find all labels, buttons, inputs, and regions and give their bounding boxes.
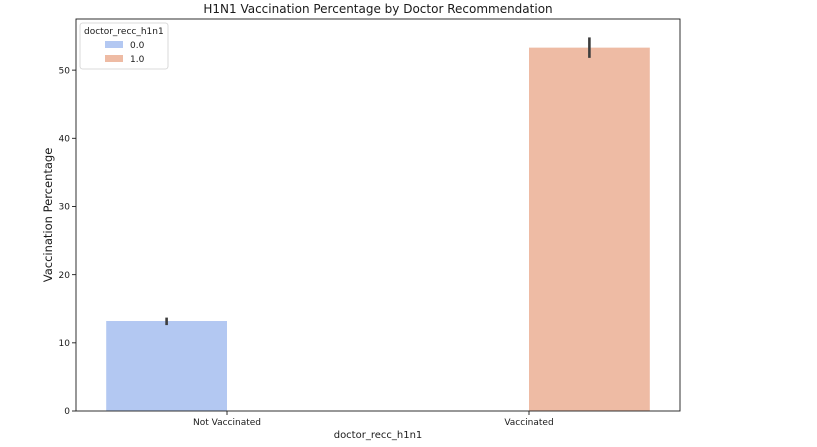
y-axis-label: Vaccination Percentage (41, 148, 55, 283)
bar-not-vaccinated (106, 321, 227, 411)
axes-frame (75, 18, 681, 412)
x-tick-label: Not Vaccinated (193, 418, 261, 428)
legend: doctor_recc_h1n1 0.0 1.0 (79, 22, 169, 70)
y-tick-label: 40 (59, 135, 71, 145)
legend-title: doctor_recc_h1n1 (84, 27, 164, 37)
plot-area (106, 37, 650, 411)
legend-swatch (105, 41, 123, 48)
y-tick-label: 0 (64, 407, 70, 417)
bar-vaccinated (529, 47, 650, 411)
legend-entry-label: 0.0 (130, 41, 145, 51)
axes: 0 10 20 30 40 50 Not Vaccinated Vaccinated (59, 18, 681, 428)
legend-entry-label: 1.0 (130, 55, 145, 65)
y-tick-label: 20 (59, 271, 71, 281)
x-tick-label: Vaccinated (504, 418, 553, 428)
y-tick-label: 50 (59, 66, 71, 76)
legend-box (79, 22, 169, 70)
x-axis-label: doctor_recc_h1n1 (334, 430, 423, 441)
y-tick-label: 30 (59, 203, 71, 213)
chart-title: H1N1 Vaccination Percentage by Doctor Re… (203, 2, 552, 16)
legend-swatch (105, 55, 123, 62)
y-tick-label: 10 (59, 339, 71, 349)
